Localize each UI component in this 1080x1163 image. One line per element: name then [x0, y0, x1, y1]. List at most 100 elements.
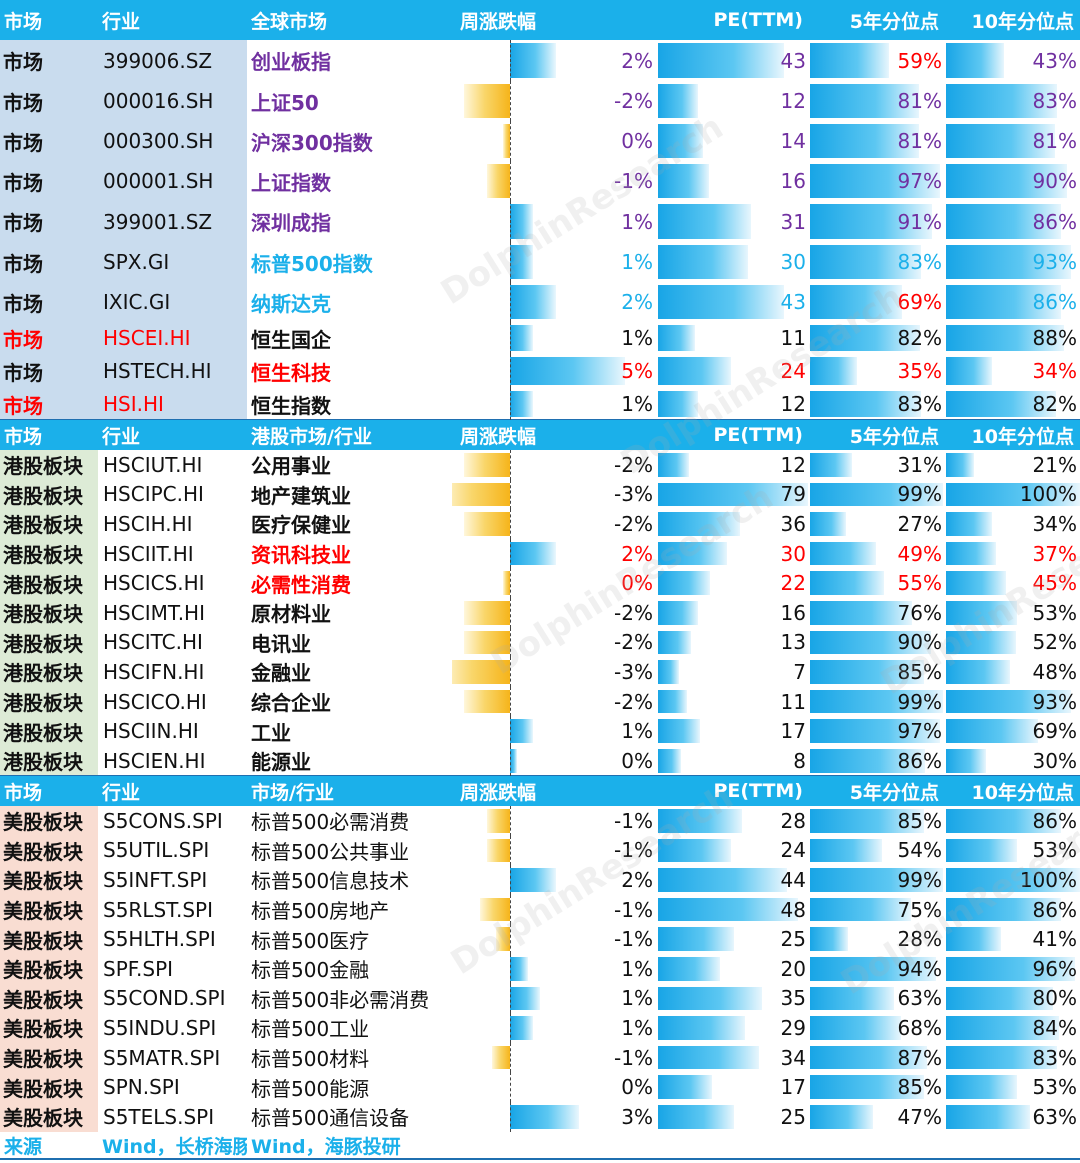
percentile-10y-cell: 34% [945, 509, 1080, 539]
index-name: 恒生科技 [251, 360, 331, 385]
percentile-5y-cell: 28% [809, 924, 945, 954]
percentile-10y-value: 34% [1032, 511, 1077, 536]
index-name: 综合企业 [251, 691, 331, 716]
weekly-change-value: 0% [621, 129, 653, 153]
percentile-10y-value: 86% [1032, 808, 1077, 833]
pe-ttm-cell: 31 [657, 201, 809, 242]
percentile-10y-value: 69% [1032, 719, 1077, 744]
index-name: 标普500通信设备 [251, 1106, 410, 1131]
weekly-change-value: 0% [621, 1075, 653, 1100]
percentile-5y-value: 28% [897, 927, 942, 952]
pe-ttm-value: 79 [780, 482, 806, 507]
market-label: 港股板块 [0, 568, 98, 598]
zero-axis-line [510, 894, 511, 925]
pe-ttm-cell: 16 [657, 161, 809, 201]
weekly-change-cell: 1% [452, 954, 657, 984]
market-label: 美股板块 [0, 806, 98, 836]
percentile-5y-bar [810, 571, 884, 595]
percentile-10y-value: 93% [1032, 250, 1077, 274]
weekly-change-value: -2% [614, 689, 653, 714]
header-name: 市场/行业 [251, 781, 334, 804]
pe-ttm-value: 43 [780, 48, 806, 73]
weekly-change-cell: -1% [452, 806, 657, 836]
percentile-10y-bar [946, 749, 987, 773]
market-label: 美股板块 [0, 983, 98, 1014]
percentile-5y-value: 85% [897, 1075, 942, 1100]
index-name: 资讯科技业 [251, 543, 351, 568]
percentile-10y-value: 37% [1032, 541, 1077, 566]
ticker-code: HSCIMT.HI [103, 600, 205, 625]
pe-ttm-bar [658, 838, 732, 863]
market-label: 美股板块 [0, 1042, 98, 1073]
pe-ttm-bar [658, 512, 740, 536]
zero-axis-line [510, 354, 511, 388]
percentile-10y-cell: 86% [945, 895, 1080, 925]
weekly-change-bar [452, 482, 510, 507]
table-row: 市场 SPX.GI 标普500指数 1% 30 83% 93% [0, 242, 1080, 282]
pe-ttm-value: 16 [780, 169, 806, 193]
percentile-10y-value: 80% [1032, 986, 1077, 1011]
pe-ttm-cell: 12 [657, 81, 809, 121]
zero-axis-line [510, 716, 511, 746]
pe-ttm-value: 48 [780, 897, 806, 922]
ticker-code: HSCIUT.HI [103, 452, 203, 477]
percentile-10y-bar [946, 512, 992, 536]
pe-ttm-cell: 20 [657, 954, 809, 984]
index-name: 恒生国企 [251, 327, 331, 352]
percentile-5y-cell: 59% [809, 40, 945, 81]
index-name: 标普500金融 [251, 958, 370, 983]
percentile-10y-value: 34% [1032, 359, 1077, 383]
table-row: 港股板块 HSCICS.HI 必需性消费 0% 22 55% 45% [0, 568, 1080, 598]
percentile-10y-cell: 88% [945, 322, 1080, 354]
table-row: 美股板块 S5COND.SPI 标普500非必需消费 1% 35 63% 80% [0, 983, 1080, 1014]
weekly-change-value: -2% [614, 630, 653, 655]
ticker-code: SPF.SPI [103, 956, 174, 981]
pe-ttm-bar [658, 660, 679, 684]
market-label: 港股板块 [0, 479, 98, 510]
percentile-10y-cell: 83% [945, 1043, 1080, 1073]
pe-ttm-cell: 48 [657, 895, 809, 925]
pe-ttm-cell: 12 [657, 388, 809, 420]
index-name: 标普500医疗 [251, 928, 370, 953]
weekly-change-value: -3% [614, 659, 653, 684]
pe-ttm-bar [658, 630, 692, 655]
percentile-5y-cell: 76% [809, 598, 945, 628]
ticker-code: S5HLTH.SPI [103, 927, 216, 952]
percentile-5y-bar [810, 391, 922, 417]
table-row: 美股板块 S5MATR.SPI 标普500材料 -1% 34 87% 83% [0, 1042, 1080, 1073]
pe-ttm-value: 16 [780, 600, 806, 625]
weekly-change-bar [510, 1105, 579, 1129]
zero-axis-line [510, 627, 511, 658]
ticker-code: HSCIH.HI [103, 511, 193, 536]
percentile-10y-bar [946, 1105, 1031, 1129]
market-label: 市场 [0, 282, 98, 322]
market-label: 港股板块 [0, 746, 98, 776]
pe-ttm-cell: 17 [657, 716, 809, 746]
zero-axis-line [510, 538, 511, 569]
percentile-10y-cell: 37% [945, 539, 1080, 569]
weekly-change-bar [510, 391, 533, 417]
zero-axis-line [510, 282, 511, 322]
weekly-change-cell: 1% [452, 1013, 657, 1043]
percentile-10y-bar [946, 285, 1062, 319]
pe-ttm-value: 12 [780, 89, 806, 113]
ticker-code: HSCIPC.HI [103, 482, 204, 507]
ticker-code: SPN.SPI [103, 1075, 180, 1100]
ticker-code: 399006.SZ [98, 40, 247, 81]
zero-axis-line [510, 835, 511, 866]
header-market: 市场 [4, 425, 43, 448]
weekly-change-cell: 2% [452, 865, 657, 895]
zero-axis-line [510, 242, 511, 282]
pe-ttm-value: 30 [780, 541, 806, 566]
percentile-10y-cell: 41% [945, 924, 1080, 954]
index-name: 标普500房地产 [251, 899, 390, 924]
pe-ttm-bar [658, 1075, 712, 1099]
weekly-change-cell: 2% [452, 282, 657, 322]
weekly-change-value: 0% [621, 748, 653, 773]
percentile-10y-cell: 53% [945, 1072, 1080, 1102]
percentile-5y-bar [810, 719, 940, 743]
header-pe-ttm: PE(TTM) [713, 780, 803, 802]
index-name: 标普500公共事业 [251, 839, 410, 864]
pe-ttm-bar [658, 957, 720, 981]
percentile-5y-cell: 87% [809, 1043, 945, 1073]
